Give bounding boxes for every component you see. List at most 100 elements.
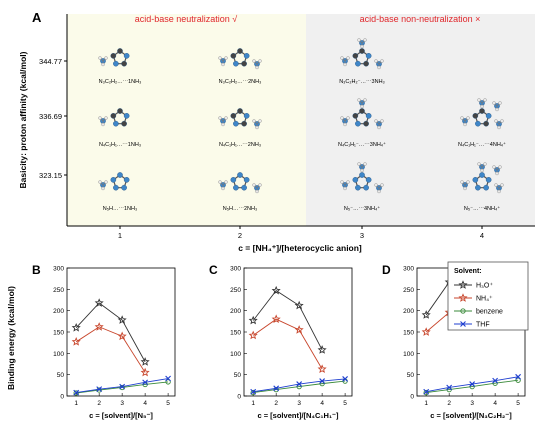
series-line (76, 381, 169, 394)
y-tick-label: 0 (410, 394, 414, 401)
series-benzene (73, 379, 171, 396)
data-point (515, 373, 521, 380)
neutralization-region (67, 14, 306, 226)
data-point (294, 325, 304, 334)
complex-label: N₄C₁H₁⁻…⋯4NH₄⁺ (458, 141, 506, 148)
ammonia-molecule (218, 180, 228, 191)
data-point (94, 298, 104, 307)
ammonia-molecule (492, 101, 502, 112)
heterocycle-ring (472, 172, 492, 191)
panel-letter: B (32, 263, 41, 277)
y-tick-label: 0 (60, 394, 64, 401)
complex-label: N₅H…⋯2NH₃ (223, 206, 257, 212)
x-tick-label: 2 (274, 400, 278, 407)
ammonia-molecule (374, 183, 384, 194)
series-thf (250, 376, 348, 395)
data-point (469, 381, 476, 387)
x-tick-label: 3 (297, 400, 301, 407)
x-axis-label: c = [solvent]/[N₃C₂H₂⁻] (430, 411, 512, 420)
data-point (317, 364, 327, 373)
y-tick-label: 344.77 (39, 57, 62, 66)
data-point (73, 390, 79, 396)
ammonia-molecule (98, 116, 108, 127)
x-tick-label: 3 (120, 400, 124, 407)
complex-label: N₅⁻…⋯4NH₄⁺ (464, 205, 500, 212)
data-point (446, 384, 453, 391)
data-point (296, 381, 303, 387)
y-tick-label: 200 (403, 308, 414, 315)
series-line (252, 318, 323, 370)
series-benzene (250, 378, 348, 396)
y-tick-label: 336.69 (39, 112, 62, 121)
y-tick-label: 150 (53, 330, 64, 337)
y-tick-label: 300 (53, 266, 64, 273)
ammonia-molecule (340, 180, 350, 191)
legend-box (447, 261, 529, 331)
molecule-clusters (98, 38, 504, 194)
data-point (248, 330, 258, 340)
ammonia-molecule (357, 98, 367, 109)
x-tick-label: 4 (143, 400, 147, 407)
legend-marker (458, 280, 468, 289)
ammonia-molecule (494, 183, 504, 194)
series-line (252, 290, 323, 351)
heterocycle-ring (230, 172, 250, 191)
ammonia-molecule (492, 165, 502, 176)
heterocycle-ring (230, 108, 250, 127)
ammonia-molecule (98, 56, 108, 67)
panel-a-y-label: Basicity: proton affinity (kcal/mol) (18, 51, 28, 188)
x-tick-label: 4 (320, 400, 324, 407)
data-point (94, 322, 104, 331)
data-point (492, 377, 499, 384)
data-point (421, 327, 431, 336)
panel-a: A acid-base neutralization √ acid-base n… (18, 10, 535, 253)
series-nh (248, 314, 327, 373)
heterocycle-ring (110, 172, 130, 191)
data-point (273, 385, 280, 392)
x-tick-label: 2 (447, 400, 451, 407)
legend-marker (460, 321, 466, 327)
y-tick-label: 50 (234, 372, 242, 379)
data-point (117, 331, 127, 341)
y-tick-label: 100 (53, 351, 64, 358)
legend-marker (458, 293, 468, 302)
solvent-legend: Solvent: H₃O⁺ NH₄⁺ benzene THF (447, 261, 529, 331)
series-thf (73, 375, 171, 396)
panel-c: C 0 50 100 150 200 250 300 1 2 3 4 5 c = [solvent]/[N… (209, 263, 353, 420)
series-line (253, 380, 346, 394)
x-tick-label: 5 (516, 400, 520, 407)
y-tick-label: 300 (403, 266, 414, 273)
x-axis-label: c = [solvent]/[N₄C₁H₁⁻] (257, 411, 339, 420)
ammonia-molecule (374, 119, 384, 130)
data-point (294, 300, 304, 310)
data-point (142, 379, 149, 386)
ammonia-molecule (357, 162, 367, 173)
heterocycle-ring (110, 48, 130, 67)
x-tick-label: 4 (493, 400, 497, 407)
data-point (423, 388, 430, 395)
data-point (73, 389, 80, 396)
complex-label: N₅⁻…⋯3NH₄⁺ (344, 205, 380, 212)
complex-label: N₃C₂H₂…⋯2NH₃ (219, 79, 262, 85)
ammonia-molecule (477, 98, 487, 109)
x-tick-label: 1 (74, 400, 78, 407)
heterocycle-ring (230, 48, 250, 67)
ammonia-molecule (460, 180, 470, 191)
legend-label: THF (476, 322, 490, 329)
binding-energy-y-label: Binding energy (kcal/mol) (6, 286, 16, 390)
x-tick-label: 2 (238, 231, 242, 240)
plot-frame (66, 267, 176, 397)
x-tick-label: 1 (118, 231, 122, 240)
data-point (273, 386, 279, 393)
x-tick-label: 1 (424, 400, 428, 407)
y-tick-label: 250 (403, 287, 414, 294)
y-tick-label: 50 (57, 372, 65, 379)
heterocycle-ring (352, 172, 372, 191)
data-point (250, 389, 256, 396)
ammonia-molecule (98, 180, 108, 191)
x-tick-label: 1 (251, 400, 255, 407)
panel-letter: D (382, 263, 391, 277)
y-tick-label: 150 (230, 330, 241, 337)
header-neutralization: acid-base neutralization √ (135, 14, 238, 24)
